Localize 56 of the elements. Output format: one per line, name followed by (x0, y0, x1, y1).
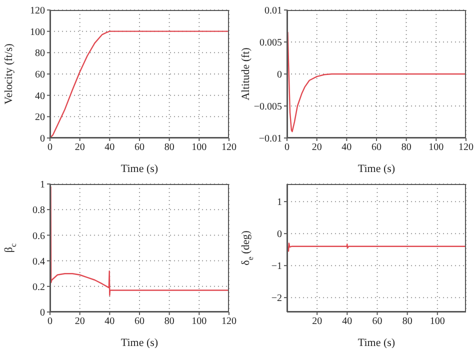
x-tick-label: 40 (342, 142, 352, 154)
x-tick-label: 120 (222, 142, 236, 154)
x-tick-label: 0 (48, 142, 52, 154)
x-tick-label: 40 (104, 316, 115, 328)
x-tick-label: 20 (74, 142, 85, 154)
x-tick-label: 0 (48, 316, 52, 328)
x-tick-label: 80 (164, 316, 174, 328)
y-axis-title: Velocity (ft/s) (3, 43, 15, 104)
y-tick-label: 0.4 (32, 256, 45, 268)
y-tick-label: 0 (277, 70, 282, 81)
y-tick-label: 0.005 (260, 38, 282, 49)
x-tick-label: 80 (402, 316, 412, 328)
x-axis-title: Time (s) (358, 163, 396, 175)
x-tick-label: 60 (372, 142, 382, 154)
x-tick-label: 60 (372, 316, 382, 328)
x-tick-label: 100 (192, 142, 207, 154)
y-tick-label: −2 (271, 293, 282, 304)
y-tick-label: 40 (35, 90, 45, 102)
x-tick-label: 120 (458, 142, 474, 154)
x-tick-label: 20 (74, 316, 85, 328)
y-tick-label: 0 (277, 229, 282, 240)
x-tick-label: 100 (428, 142, 444, 154)
y-tick-label: 1 (277, 197, 282, 208)
x-tick-label: 80 (164, 142, 174, 154)
x-tick-label: 120 (222, 316, 236, 328)
x-tick-label: 40 (104, 142, 115, 154)
y-tick-label: 0.6 (32, 230, 45, 242)
y-tick-label: 100 (30, 26, 45, 38)
y-tick-label: −0.005 (254, 102, 282, 113)
x-tick-label: 100 (430, 316, 445, 328)
x-tick-label: 20 (312, 316, 322, 328)
x-tick-label: 20 (312, 142, 322, 154)
y-tick-label: 0.8 (32, 205, 45, 216)
x-tick-label: 100 (192, 316, 207, 328)
x-tick-label: 40 (342, 316, 352, 328)
x-tick-label: 0 (284, 142, 290, 154)
y-tick-label: −0.01 (258, 134, 282, 145)
x-axis-title: Time (s) (120, 337, 158, 349)
y-tick-label: 20 (35, 112, 45, 124)
x-axis-title: Time (s) (120, 163, 158, 175)
y-tick-label: 0 (40, 134, 45, 145)
x-tick-label: 60 (134, 316, 144, 328)
y-tick-label: 0.2 (32, 282, 45, 293)
line-series (287, 32, 466, 132)
y-tick-label: 0.01 (264, 6, 282, 17)
x-tick-label: 80 (401, 142, 412, 154)
x-axis-title: Time (s) (358, 337, 396, 349)
y-axis-title: Altitude (ft) (240, 47, 252, 100)
y-tick-label: −1 (271, 261, 282, 272)
y-tick-label: 80 (35, 48, 45, 60)
y-tick-label: 1 (40, 180, 45, 191)
y-tick-label: 0 (40, 308, 45, 319)
x-tick-label: 60 (134, 142, 144, 154)
y-tick-label: 60 (35, 70, 45, 81)
line-series (287, 242, 466, 252)
y-tick-label: 120 (30, 6, 45, 17)
